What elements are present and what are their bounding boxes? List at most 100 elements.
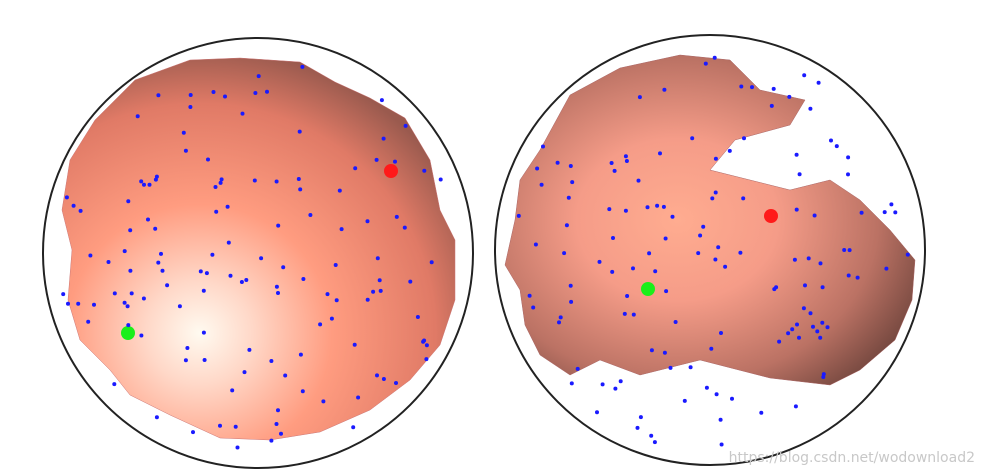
sample-point [541, 144, 545, 149]
sample-point [846, 172, 850, 177]
sample-point [818, 261, 823, 266]
sample-point [308, 213, 313, 217]
sample-point [218, 180, 223, 185]
sample-point [279, 431, 283, 436]
sample-point [696, 251, 701, 256]
sample-point [298, 352, 303, 357]
sample-point [112, 291, 117, 296]
sample-point [820, 285, 825, 290]
sample-point [730, 396, 734, 401]
sample-point [377, 278, 382, 283]
sample-point [204, 271, 209, 276]
sample-point [159, 251, 163, 256]
sample-point [321, 399, 326, 404]
sample-point [790, 327, 795, 332]
sample-point [539, 182, 544, 187]
sample-point [239, 280, 244, 284]
sample-point [808, 106, 813, 111]
sample-point [201, 288, 206, 293]
sample-point [882, 210, 887, 215]
sample-point [738, 250, 743, 255]
sample-point [378, 288, 383, 293]
sample-point [703, 61, 708, 66]
sample-point [701, 224, 706, 229]
sample-point [211, 90, 216, 94]
sample-point [403, 123, 408, 128]
sample-point [859, 210, 864, 215]
sample-point [818, 335, 823, 340]
sample-point [88, 253, 93, 258]
sample-point [658, 151, 662, 156]
sample-point [259, 256, 264, 261]
sample-point [709, 346, 714, 351]
sample-point [516, 213, 521, 218]
sample-point [381, 377, 386, 381]
sample-point [206, 157, 210, 162]
sample-point [129, 291, 134, 296]
sample-point [381, 136, 386, 141]
sample-point [269, 359, 274, 363]
sample-point [704, 385, 709, 390]
sample-point [811, 324, 815, 329]
sample-point [242, 370, 247, 375]
sample-point [256, 74, 261, 79]
sample-point [595, 410, 599, 415]
red-marker [764, 209, 778, 223]
sample-point [191, 430, 195, 435]
sample-point [607, 207, 612, 212]
green-marker [121, 326, 135, 340]
sample-point [713, 257, 718, 262]
sample-point [794, 152, 799, 157]
sample-point [422, 168, 427, 173]
sample-point [847, 248, 852, 253]
sample-point [225, 204, 230, 209]
sphere-outline [42, 37, 474, 469]
sample-point [649, 348, 654, 353]
sample-point [188, 105, 193, 109]
sample-point [647, 251, 652, 256]
sample-point [625, 294, 630, 298]
sample-point [662, 350, 667, 355]
sample-point [820, 320, 825, 325]
sample-point [566, 195, 571, 200]
sample-point [905, 252, 910, 257]
sample-point [297, 129, 302, 134]
sample-point [337, 188, 342, 193]
sample-point [276, 408, 280, 413]
sample-point [71, 203, 76, 208]
sample-point [742, 136, 746, 141]
sample-point [106, 260, 111, 264]
sample-point [156, 93, 161, 98]
sample-point [156, 260, 161, 265]
sample-point [631, 266, 635, 271]
sample-point [325, 292, 330, 297]
sample-point [855, 275, 860, 280]
sample-point [92, 302, 96, 307]
sample-point [622, 311, 627, 316]
sample-point [218, 423, 222, 428]
sample-point [712, 55, 717, 60]
sample-point [252, 178, 257, 183]
sample-point [842, 248, 847, 252]
sample-point [300, 389, 305, 394]
sample-point [558, 315, 563, 320]
sample-point [214, 209, 219, 214]
sample-point [141, 296, 146, 301]
sample-point [233, 424, 238, 429]
sample-point [153, 226, 158, 231]
sample-point [801, 306, 806, 311]
sample-point [812, 213, 817, 218]
sample-point [829, 138, 833, 143]
sample-point [774, 285, 779, 290]
sample-point [655, 203, 660, 208]
sample-points [61, 55, 910, 450]
sample-point [198, 269, 203, 274]
sample-point [555, 160, 560, 165]
sample-point [803, 283, 807, 288]
sample-point [329, 316, 334, 321]
sample-point [682, 398, 687, 403]
sample-point [230, 388, 235, 393]
sample-point [668, 365, 673, 370]
sample-point [274, 179, 279, 184]
